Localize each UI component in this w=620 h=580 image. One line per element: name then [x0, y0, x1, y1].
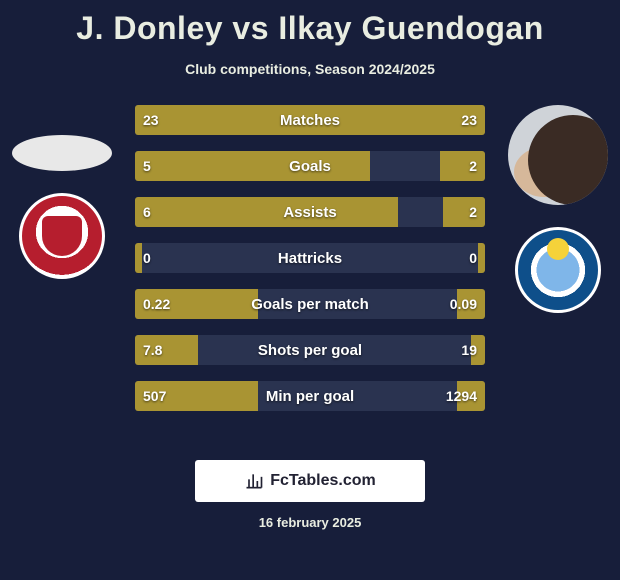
footer-brand-text: FcTables.com: [270, 472, 376, 490]
page-subtitle: Club competitions, Season 2024/2025: [0, 61, 620, 77]
footer-brand-box: FcTables.com: [195, 460, 425, 502]
footer-date: 16 february 2025: [0, 515, 620, 530]
stat-label: Shots per goal: [135, 335, 485, 365]
right-player-column: [508, 105, 608, 313]
stat-label: Goals per match: [135, 289, 485, 319]
stat-label: Min per goal: [135, 381, 485, 411]
stat-row: 62Assists: [135, 197, 485, 227]
stat-label: Hattricks: [135, 243, 485, 273]
stat-label: Goals: [135, 151, 485, 181]
right-club-crest: [515, 227, 601, 313]
left-player-column: [12, 105, 112, 279]
left-player-avatar: [12, 135, 112, 171]
stat-label: Assists: [135, 197, 485, 227]
stat-row: 52Goals: [135, 151, 485, 181]
stat-row: 0.220.09Goals per match: [135, 289, 485, 319]
stat-row: 2323Matches: [135, 105, 485, 135]
stat-bars: 2323Matches 52Goals 62Assists 00Hattricks 0.…: [135, 105, 485, 427]
left-club-crest: [19, 193, 105, 279]
stat-label: Matches: [135, 105, 485, 135]
right-player-avatar: [508, 105, 608, 205]
stat-row: 7.819Shots per goal: [135, 335, 485, 365]
stat-row: 5071294Min per goal: [135, 381, 485, 411]
page-title: J. Donley vs Ilkay Guendogan: [0, 0, 620, 47]
chart-icon: [244, 471, 264, 491]
stat-row: 00Hattricks: [135, 243, 485, 273]
